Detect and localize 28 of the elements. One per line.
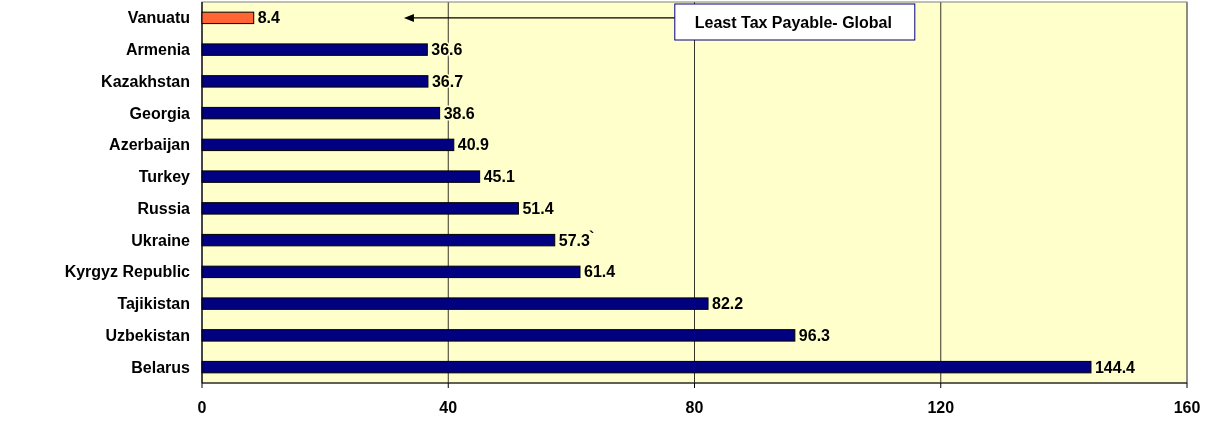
- x-tick-label: 120: [927, 399, 955, 416]
- data-label: 61.4: [583, 263, 616, 281]
- data-label: 57.3: [558, 231, 590, 249]
- y-tick-label: Armenia: [125, 41, 191, 59]
- annotation: `: [589, 229, 595, 247]
- y-tick-label: Vanuatu: [127, 9, 190, 27]
- y-tick-label: Tajikistan: [117, 295, 190, 313]
- data-label: 40.9: [457, 136, 490, 154]
- annotation: Least Tax Payable- Global: [694, 13, 892, 31]
- y-tick-label: Kyrgyz Republic: [64, 263, 191, 281]
- x-tick-label: 40: [439, 399, 458, 416]
- x-tick-label: 0: [197, 399, 207, 416]
- y-tick-label: Belarus: [131, 358, 191, 376]
- data-label: 51.4: [522, 199, 554, 217]
- y-tick-label: Ukraine: [131, 231, 191, 249]
- y-tick-label: Russia: [137, 199, 191, 217]
- y-tick-label: Turkey: [138, 168, 191, 186]
- x-tick-label: 160: [1173, 399, 1201, 416]
- data-label: 82.2: [712, 295, 744, 313]
- data-label: 45.1: [483, 168, 515, 186]
- y-tick-label: Georgia: [129, 104, 191, 122]
- data-label: 144.4: [1094, 358, 1136, 376]
- y-tick-label: Uzbekistan: [105, 326, 190, 344]
- y-tick-label: Azerbaijan: [109, 136, 190, 154]
- x-tick-label: 80: [685, 399, 704, 416]
- data-label: 8.4: [257, 9, 281, 27]
- y-tick-label: Kazakhstan: [101, 72, 190, 90]
- data-label: 96.3: [798, 326, 831, 344]
